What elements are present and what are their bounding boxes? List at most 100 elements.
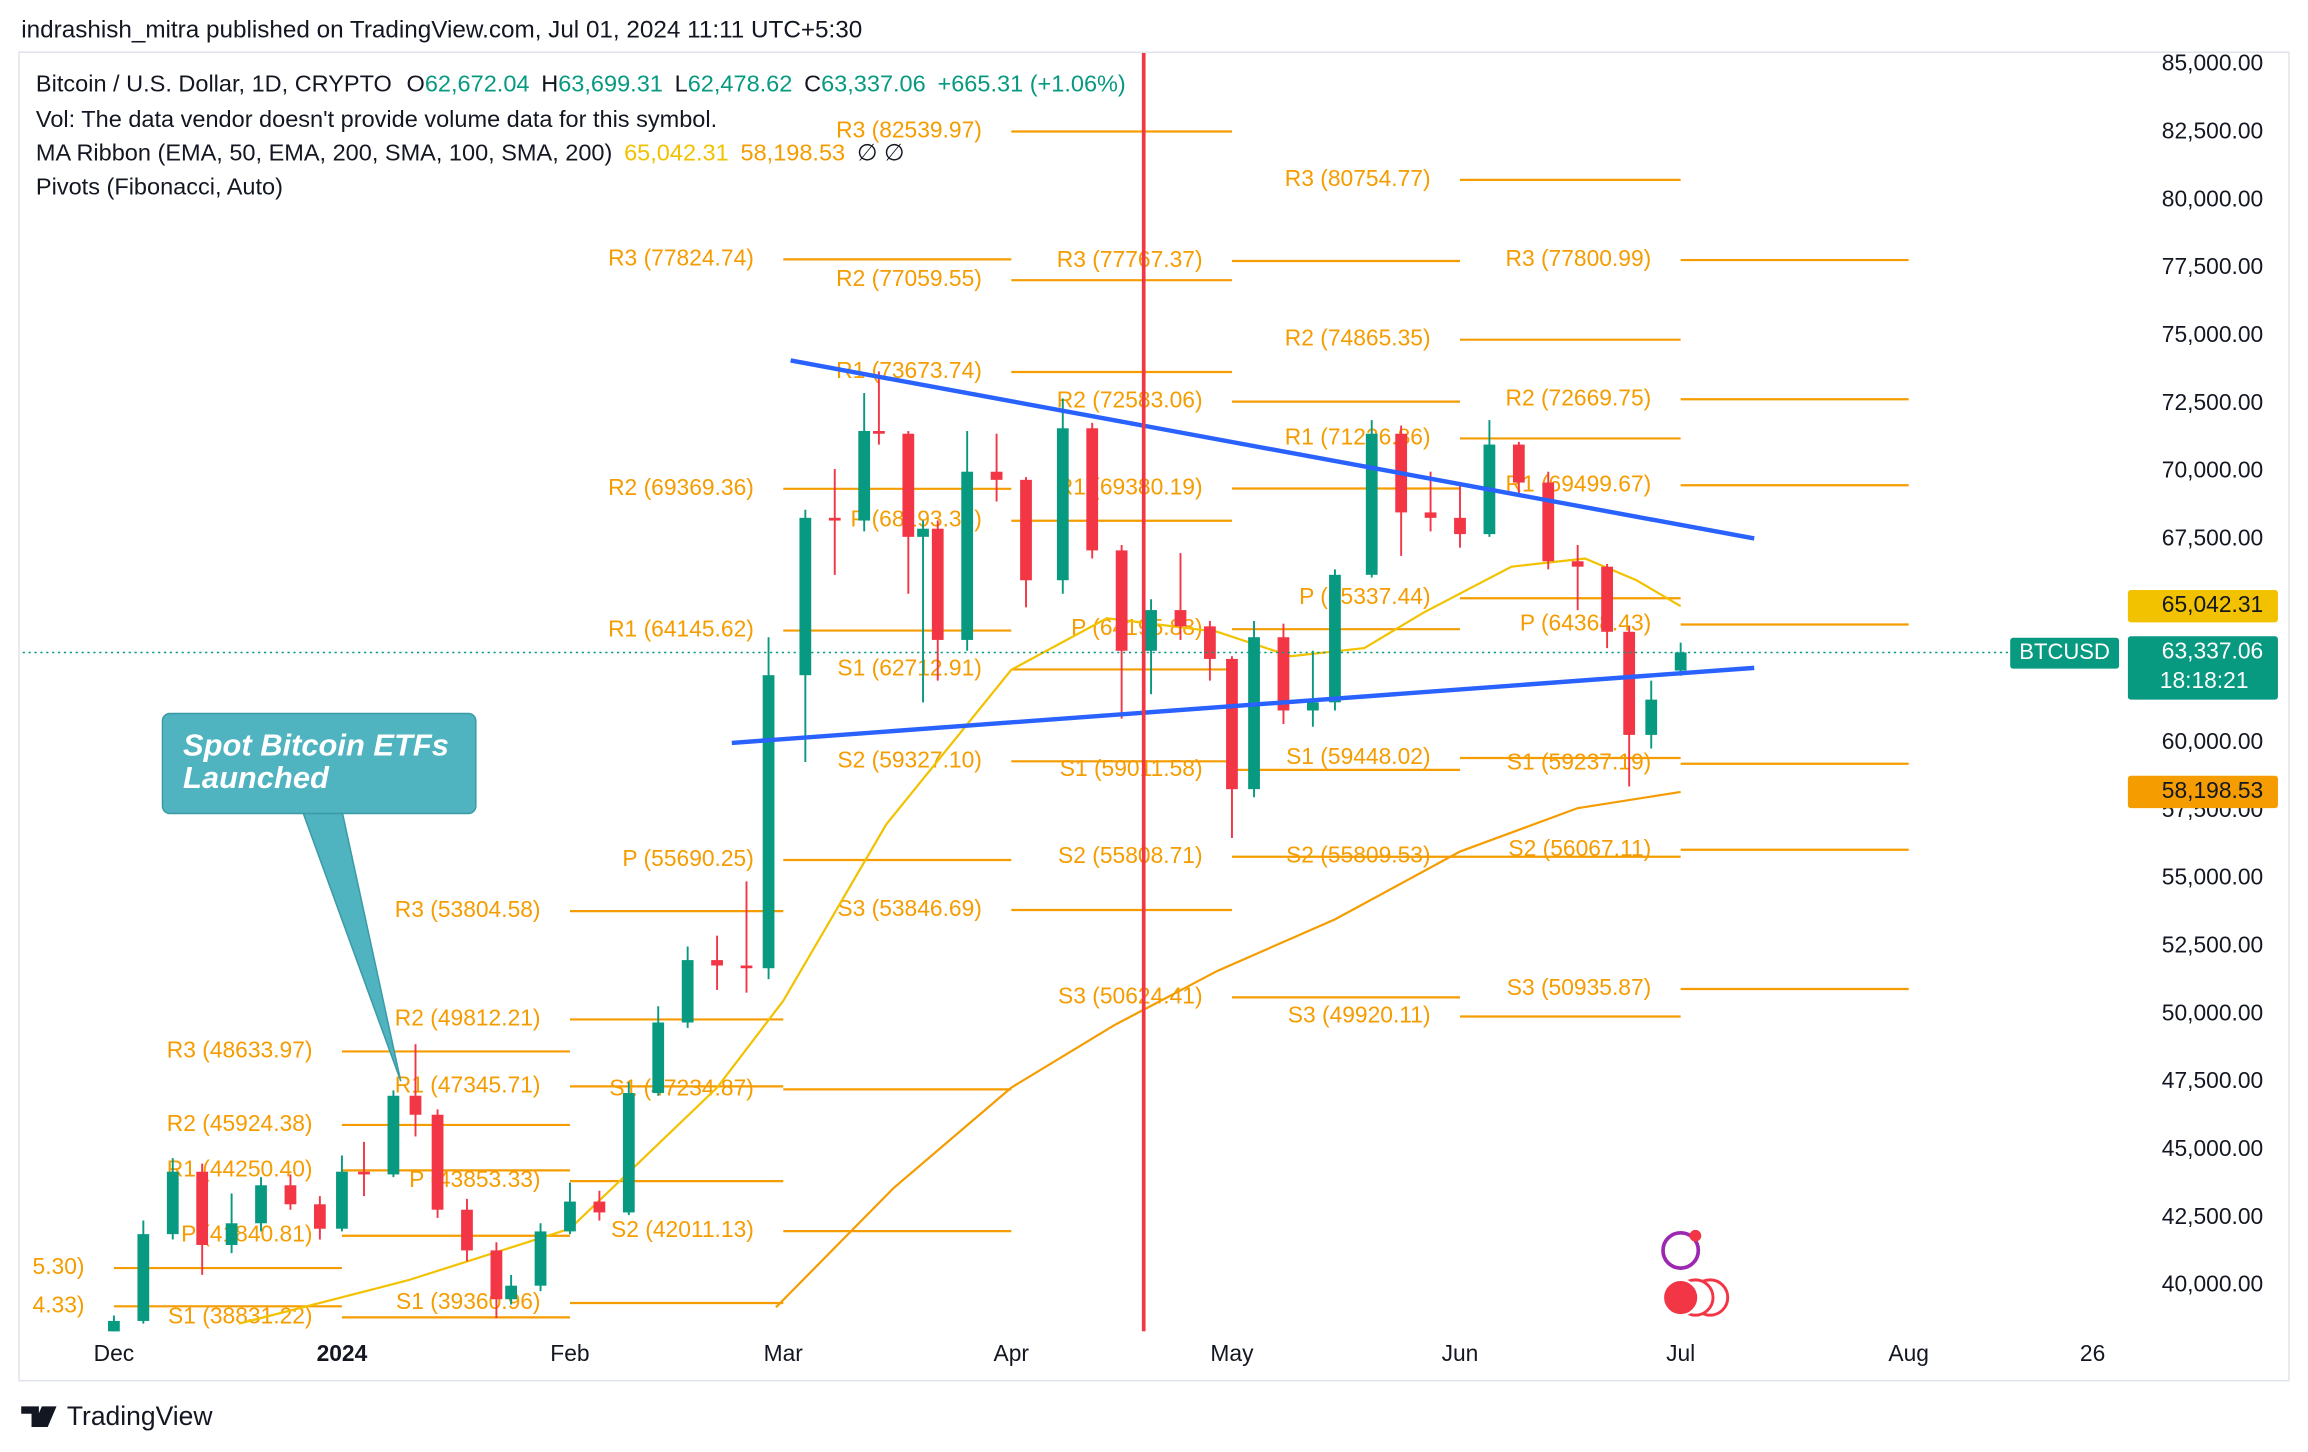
pivot-label: R2 (72583.06) <box>1057 387 1203 413</box>
ohlc-key: L <box>675 71 688 97</box>
candle-body <box>1424 512 1437 518</box>
pivots-title: Pivots (Fibonacci, Auto) <box>36 174 283 200</box>
candle-body <box>461 1209 473 1251</box>
pivot-label: S1 (59011.58) <box>1060 755 1203 781</box>
ohlc-key: H <box>541 71 558 97</box>
candle-body <box>534 1231 547 1286</box>
ma-na: ∅ ∅ <box>857 140 905 166</box>
candle-body <box>505 1285 518 1300</box>
candle-body <box>858 431 871 521</box>
pivot-label: S3 (53846.69) <box>837 895 981 921</box>
candle-body <box>431 1114 444 1210</box>
price-tag-label: 63,337.06 <box>2162 638 2263 664</box>
icon <box>1689 1229 1702 1242</box>
x-tick-label: Jun <box>1442 1340 1479 1366</box>
pivot-label: R3 (48633.97) <box>167 1036 313 1062</box>
candle-body <box>1571 561 1584 567</box>
callout-pointer <box>301 809 402 1082</box>
symbol-tag-label: BTCUSD <box>2019 639 2110 664</box>
pivot-label: P (64368.43) <box>1520 610 1651 636</box>
candle-body <box>1248 637 1260 790</box>
legend: Bitcoin / U.S. Dollar, 1D, CRYPTO O62,672… <box>36 71 1126 200</box>
pivot-label: S1 (39360.96) <box>396 1288 540 1314</box>
candle-body <box>828 517 841 521</box>
candle-body <box>313 1204 326 1229</box>
countdown: 18:18:21 <box>2160 667 2249 693</box>
pivot-label: S3 (50935.87) <box>1507 974 1651 1000</box>
candle-body <box>1306 702 1319 711</box>
candle-body <box>799 517 812 676</box>
pivot-label: P (65337.44) <box>1299 583 1430 609</box>
candle-body <box>1277 637 1290 711</box>
pivot-label: R2 (69369.36) <box>608 474 754 500</box>
ohlc: O62,672.04 H63,699.31 L62,478.62 C63,337.06 <box>407 71 926 97</box>
candle-body <box>1086 428 1099 551</box>
y-tick-label: 77,500.00 <box>2162 253 2263 279</box>
candle-body <box>931 528 944 640</box>
symbol-tag <box>2010 637 2120 669</box>
candle-body <box>1174 610 1187 627</box>
y-tick-label: 60,000.00 <box>2162 728 2263 754</box>
x-tick-label: 26 <box>2080 1340 2105 1366</box>
volume-note: Vol: The data vendor doesn't provide vol… <box>36 106 717 132</box>
pivot-label: R2 (45924.38) <box>167 1110 313 1136</box>
pivot-label: R1 (69499.67) <box>1505 470 1651 496</box>
candle-body <box>166 1171 179 1235</box>
candle-body <box>1645 699 1658 735</box>
pivot-label: 4.33) <box>33 1291 85 1317</box>
x-tick-label: Apr <box>994 1340 1030 1366</box>
x-tick-label: Jul <box>1666 1340 1695 1366</box>
pivot-label: R3 (77824.74) <box>608 244 754 270</box>
candle-body <box>1115 550 1128 651</box>
y-tick-label: 67,500.00 <box>2162 525 2263 551</box>
pivot-label: R1 (69380.19) <box>1057 474 1203 500</box>
candle-body <box>873 431 885 434</box>
ma-line <box>775 790 1681 1309</box>
x-tick-label: 2024 <box>317 1340 368 1366</box>
y-tick-label: 72,500.00 <box>2162 389 2263 415</box>
ma-price-label: 65,042.31 <box>2162 591 2263 617</box>
pivot-label: S2 (42011.13) <box>611 1216 754 1242</box>
y-tick-label: 52,500.00 <box>2162 932 2263 958</box>
y-tick-label: 47,500.00 <box>2162 1067 2263 1093</box>
candle-body <box>902 433 915 537</box>
callout-text: Launched <box>183 760 330 795</box>
symbol: Bitcoin / U.S. Dollar, 1D, CRYPTO <box>36 71 392 97</box>
pivot-label: S3 (50624.41) <box>1058 982 1202 1008</box>
y-tick-label: 75,000.00 <box>2162 321 2263 347</box>
candle-body <box>225 1223 238 1245</box>
candle-body <box>593 1201 606 1213</box>
pivot-label: R1 (64145.62) <box>608 616 754 642</box>
price-tag <box>2127 636 2278 700</box>
candle-body <box>961 471 974 640</box>
chart-frame <box>18 51 2290 1382</box>
footer-logo: TradingView <box>21 1401 213 1431</box>
candle-body <box>1145 610 1157 651</box>
pivot-label: S3 (49920.11) <box>1288 1002 1431 1028</box>
axes: 40,000.00 42,500.00 45,000.00 47,500.00 50,0… <box>94 50 2278 1366</box>
candle-body <box>1204 626 1216 659</box>
header: indrashish_mitra published on TradingVie… <box>21 16 862 43</box>
candle-body <box>1365 433 1378 575</box>
pivot-label: R3 (77767.37) <box>1057 246 1203 272</box>
candle-body <box>137 1234 150 1321</box>
pivot-label: R1 (73673.74) <box>836 357 982 383</box>
pivot-label: R2 (74865.35) <box>1285 325 1431 351</box>
candle-body <box>108 1320 120 1332</box>
pivot-label: R3 (82539.97) <box>836 116 982 142</box>
callout-text: Spot Bitcoin ETFs <box>183 727 449 762</box>
change: +665.31 (+1.06%) <box>937 71 1125 97</box>
pivot-label: R3 (53804.58) <box>395 896 541 922</box>
candle-body <box>917 528 929 537</box>
trendline <box>731 665 1755 746</box>
logo-mark <box>21 1406 57 1427</box>
pivot-label: R2 (72669.75) <box>1505 384 1651 410</box>
y-tick-label: 70,000.00 <box>2162 457 2263 483</box>
pivot-label: R2 (49812.21) <box>395 1004 541 1030</box>
candle-body <box>990 471 1003 480</box>
candle-body <box>1226 658 1238 790</box>
icon <box>1661 1230 1701 1270</box>
pivot-label: R3 (77800.99) <box>1505 245 1651 271</box>
candle-body <box>622 1093 635 1213</box>
